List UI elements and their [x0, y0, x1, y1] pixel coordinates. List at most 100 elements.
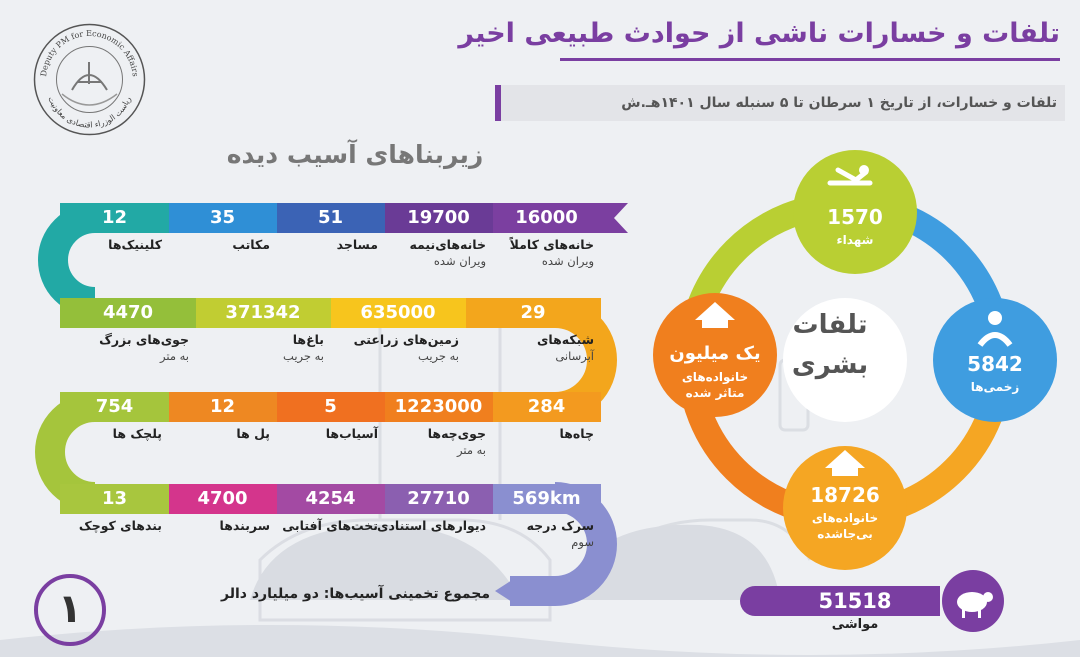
homeless-label-2: بی‌جاشده: [817, 527, 873, 541]
infra-label-sub: به جریب: [283, 349, 324, 363]
infra-label-main: زمین‌های زراعتی: [353, 332, 459, 347]
infra-label: خانه‌های کاملاً ویران شده: [494, 237, 594, 269]
path-start-notch: [600, 203, 628, 233]
ring-center: [783, 298, 907, 422]
page-number: ۱: [34, 574, 106, 646]
casualties-center-title: تلفات بشری: [780, 305, 880, 385]
infra-label-sub: ویران شده: [433, 254, 486, 268]
homeless-value: 18726: [810, 483, 880, 507]
infra-label-sub: به جریب: [418, 349, 459, 363]
infra-label: زمین‌های زراعتی به جریب: [332, 332, 459, 364]
infra-label-main: بندهای کوچک: [78, 518, 162, 533]
infra-label-main: کلینیک‌ها: [108, 237, 162, 252]
path-end-arrow: [495, 580, 512, 602]
infra-label: شبکه‌های آبرسانی: [467, 332, 594, 364]
infra-value-band: 16000: [492, 203, 601, 233]
infra-label-sub: به متر: [160, 349, 189, 363]
infra-value-band: 4470: [60, 298, 196, 328]
center-line-1: تلفات: [792, 310, 868, 340]
infra-label-main: پلچک ها: [112, 426, 162, 441]
martyrs-node: [793, 150, 917, 274]
homeless-node: [783, 446, 907, 570]
infra-label-sub: ویران شده: [541, 254, 594, 268]
injured-label: زخمی‌ها: [970, 380, 1020, 394]
infra-value-band: 284: [492, 392, 601, 422]
infra-label-main: دیوارهای استنادی: [377, 518, 486, 533]
affected-icon: [695, 302, 735, 320]
infra-value-band: 569km: [492, 484, 601, 514]
infra-label-main: جوی‌های بزرگ: [99, 332, 189, 347]
infra-label-sub: سوم: [571, 535, 594, 549]
infra-label: مساجد: [278, 237, 378, 253]
infrastructure-section-title: زیربناهای آسیب دیده: [226, 140, 484, 169]
infra-value-band: 51: [276, 203, 385, 233]
infra-value-band: 35: [168, 203, 277, 233]
infra-label-main: تخت‌های آفتابی: [282, 518, 378, 533]
infra-label: سربندها: [170, 518, 270, 534]
affected-label-2: متاثر شده: [685, 386, 745, 400]
infra-value-band: 371342: [195, 298, 331, 328]
infra-label: آسیاب‌ها: [278, 426, 378, 442]
homeless-icon: [825, 450, 865, 468]
government-seal-icon: Deputy PM for Economic Affairs ریاست الو…: [33, 23, 146, 136]
infra-label: بندهای کوچک: [62, 518, 162, 534]
total-damage-estimate: مجموع تخمینی آسیب‌ها: دو میلیارد دالر: [221, 586, 490, 602]
infra-label: باغ‌ها به جریب: [197, 332, 324, 364]
infra-value-band: 12: [60, 203, 169, 233]
page-title: تلفات و خسارات ناشی از حوادث طبیعی اخیر: [458, 18, 1060, 49]
sheep-icon: [942, 570, 1004, 632]
injured-value: 5842: [967, 352, 1023, 376]
casualties-ring: [653, 150, 1057, 570]
infra-value-band: 4700: [168, 484, 277, 514]
injured-node: [933, 298, 1057, 422]
affected-label-1: خانواده‌های: [681, 370, 749, 384]
infra-label-main: آسیاب‌ها: [325, 426, 378, 441]
infra-value-band: 27710: [384, 484, 493, 514]
infra-label-main: سرک درجه: [526, 518, 594, 533]
infra-label: تخت‌های آفتابی: [278, 518, 378, 534]
affected-value: یک میلیون: [669, 343, 761, 364]
infra-label-main: باغ‌ها: [292, 332, 324, 347]
infra-value-band: 13: [60, 484, 169, 514]
title-underline: [560, 58, 1060, 61]
infra-label-main: سربندها: [219, 518, 270, 533]
infra-value-band: 4254: [276, 484, 385, 514]
infra-label: جوی‌های بزرگ به متر: [62, 332, 189, 364]
martyrs-label: شهداء: [836, 233, 874, 247]
center-line-2: بشری: [791, 350, 869, 380]
infra-label-main: چاه‌ها: [559, 426, 594, 441]
infra-label: پلچک ها: [62, 426, 162, 442]
infra-label: چاه‌ها: [494, 426, 594, 442]
infra-value-band: 754: [60, 392, 169, 422]
infra-label-main: خانه‌های‌نیمه: [409, 237, 486, 252]
affected-node: [653, 293, 777, 417]
infra-label-main: مکاتب: [232, 237, 270, 252]
martyrs-value: 1570: [827, 205, 883, 229]
livestock-value: 51518: [818, 589, 892, 613]
infra-label: مکاتب: [170, 237, 270, 253]
infra-value-band: 1223000: [384, 392, 493, 422]
livestock-label: مواشی: [831, 617, 879, 632]
infra-label-main: جوی‌چه‌ها: [427, 426, 486, 441]
infra-label-main: مساجد: [336, 237, 378, 252]
injured-icon: [988, 311, 1002, 325]
infra-value-band: 19700: [384, 203, 493, 233]
infra-label-sub: آبرسانی: [555, 349, 594, 363]
infra-value-band: 5: [276, 392, 385, 422]
infra-value-band: 29: [465, 298, 601, 328]
infra-label: دیوارهای استنادی: [377, 518, 486, 534]
infra-label-main: شبکه‌های: [536, 332, 594, 347]
infra-label: جوی‌چه‌ها به متر: [386, 426, 486, 458]
infra-label: خانه‌های‌نیمه ویران شده: [386, 237, 486, 269]
infra-label: کلینیک‌ها: [62, 237, 162, 253]
date-range-subtitle: تلفات و خسارات، از تاریخ ۱ سرطان تا ۵ سن…: [495, 85, 1065, 121]
infra-label-sub: به متر: [457, 443, 486, 457]
infra-label-main: خانه‌های کاملاً: [509, 237, 594, 252]
infra-value-band: 12: [168, 392, 277, 422]
infra-label: پل ها: [170, 426, 270, 442]
infra-value-band: 635000: [330, 298, 466, 328]
homeless-label-1: خانواده‌های: [811, 511, 879, 525]
infra-label-main: پل ها: [236, 426, 270, 441]
infra-label: سرک درجه سوم: [494, 518, 594, 550]
livestock-bar: [740, 586, 940, 616]
